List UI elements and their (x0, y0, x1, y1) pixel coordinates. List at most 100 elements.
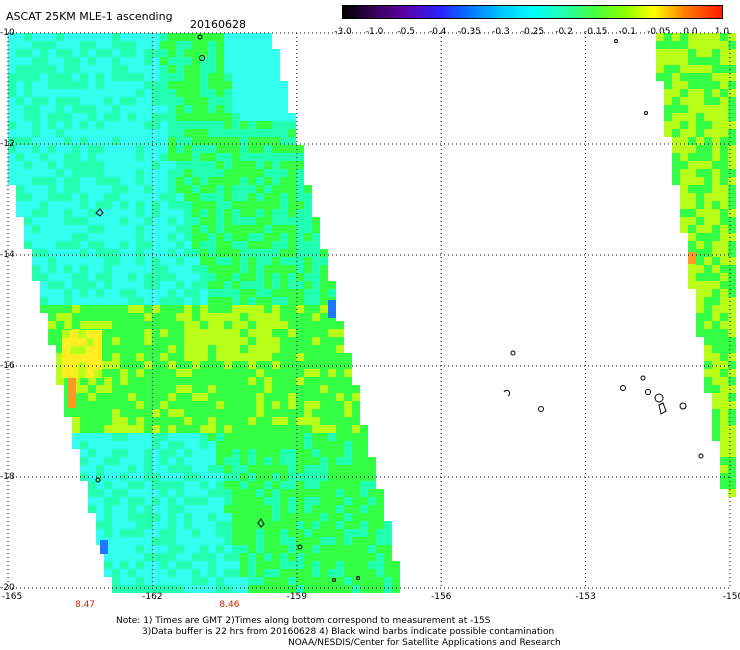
swath-cell (192, 481, 200, 489)
swath-cell (48, 217, 56, 225)
swath-cell (208, 353, 216, 361)
swath-cell (216, 121, 224, 129)
swath-cell (104, 249, 112, 257)
swath-cell (136, 433, 144, 441)
swath-cell (248, 409, 256, 417)
swath-cell (136, 313, 144, 321)
swath-cell (200, 193, 208, 201)
swath-cell (64, 65, 72, 73)
swath-cell (240, 569, 248, 577)
swath-cell (56, 345, 64, 353)
swath-cell (288, 537, 296, 545)
swath-cell (256, 129, 264, 137)
time-label: 8.47 (74, 600, 96, 610)
swath-cell (352, 481, 360, 489)
swath-cell (176, 57, 184, 65)
swath-cell (304, 361, 312, 369)
swath-cell (168, 33, 176, 41)
swath-cell (248, 241, 256, 249)
swath-cell (160, 449, 168, 457)
swath-cell (176, 481, 184, 489)
swath-cell (208, 457, 216, 465)
swath-cell (264, 145, 272, 153)
swath-cell (688, 89, 696, 97)
swath-cell (168, 449, 176, 457)
swath-cell (296, 281, 304, 289)
swath-cell (240, 513, 248, 521)
swath-cell (144, 81, 152, 89)
swath-cell (304, 545, 312, 553)
swath-cell (264, 353, 272, 361)
swath-cell (680, 137, 688, 145)
swath-cell (296, 521, 304, 529)
swath-cell (696, 161, 704, 169)
swath-cell (64, 265, 72, 273)
swath-cell (72, 433, 80, 441)
swath-cell (728, 385, 736, 393)
swath-cell (248, 113, 256, 121)
swath-cell (192, 537, 200, 545)
swath-cell (680, 177, 688, 185)
swath-cell (232, 41, 240, 49)
swath-cell (144, 505, 152, 513)
swath-cell (128, 585, 136, 593)
swath-cell (120, 529, 128, 537)
swath-cell (232, 97, 240, 105)
swath-cell (24, 209, 32, 217)
longitude-label: -159 (286, 592, 308, 602)
swath-cell (304, 233, 312, 241)
swath-cell (720, 257, 728, 265)
swath-cell (312, 409, 320, 417)
swath-cell (64, 161, 72, 169)
swath-cell (208, 449, 216, 457)
swath-cell (168, 273, 176, 281)
swath-cell (192, 569, 200, 577)
swath-cell (160, 305, 168, 313)
swath-cell (120, 417, 128, 425)
swath-cell (312, 385, 320, 393)
swath-cell (312, 433, 320, 441)
swath-cell (240, 129, 248, 137)
swath-cell (168, 569, 176, 577)
swath-cell (704, 289, 712, 297)
swath-cell (288, 153, 296, 161)
island-outline (95, 208, 104, 217)
swath-cell (80, 321, 88, 329)
swath-cell (328, 449, 336, 457)
swath-cell (264, 321, 272, 329)
swath-cell (272, 457, 280, 465)
swath-cell (200, 217, 208, 225)
swath-cell (96, 489, 104, 497)
swath-cell (152, 265, 160, 273)
swath-cell (312, 545, 320, 553)
swath-cell (120, 41, 128, 49)
swath-cell (104, 225, 112, 233)
swath-cell (144, 273, 152, 281)
swath-cell (240, 433, 248, 441)
swath-cell (704, 353, 712, 361)
swath-cell (680, 217, 688, 225)
swath-cell (240, 105, 248, 113)
swath-cell (48, 49, 56, 57)
swath-cell (696, 81, 704, 89)
swath-cell (224, 121, 232, 129)
swath-cell (240, 545, 248, 553)
swath-cell (176, 577, 184, 585)
swath-cell (336, 441, 344, 449)
swath-cell (336, 433, 344, 441)
swath-cell (256, 545, 264, 553)
swath-cell (240, 89, 248, 97)
swath-cell (96, 177, 104, 185)
swath-cell (80, 113, 88, 121)
swath-cell (192, 425, 200, 433)
swath-cell (296, 361, 304, 369)
swath-cell (40, 265, 48, 273)
swath-cell (176, 233, 184, 241)
swath-cell (80, 137, 88, 145)
swath-cell (70, 338, 78, 346)
swath-cell (136, 57, 144, 65)
swath-cell (336, 361, 344, 369)
swath-cell (176, 145, 184, 153)
swath-cell (104, 161, 112, 169)
swath-cell (24, 217, 32, 225)
